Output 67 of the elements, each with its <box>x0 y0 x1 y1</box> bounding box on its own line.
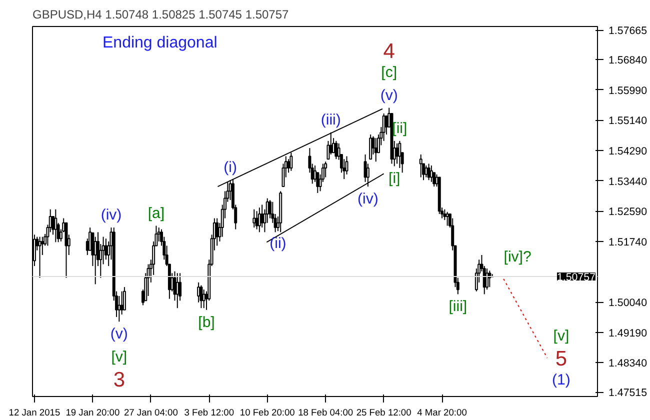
annotation: [a] <box>148 204 165 222</box>
y-tick-label: 1.55990 <box>608 84 648 97</box>
annotation: [ii] <box>392 120 408 137</box>
annotation: [iii] <box>448 298 468 316</box>
y-tick-label: 1.56840 <box>608 54 648 67</box>
x-tick-label: 3 Feb 12:00 <box>184 408 234 418</box>
candlestick <box>427 163 430 181</box>
y-tick-label: 1.51740 <box>608 236 648 248</box>
annotation: [i] <box>388 170 400 188</box>
candlestick <box>382 112 386 142</box>
candlestick <box>122 286 126 310</box>
ref-line-label: 1.50757 <box>556 271 596 284</box>
x-tick-label: 10 Feb 20:00 <box>240 408 295 418</box>
y-tick-label: 1.50040 <box>608 297 648 310</box>
candlestick <box>369 134 372 160</box>
annotation: 5 <box>555 348 568 371</box>
y-tick-label: 1.53440 <box>608 176 648 188</box>
x-tick-label: 19 Jan 20:00 <box>66 408 120 418</box>
candlestick <box>64 222 68 278</box>
annotation: (iii) <box>320 111 341 128</box>
annotation: [c] <box>381 64 398 81</box>
candlestick <box>396 142 399 164</box>
annotation: (i) <box>224 159 237 176</box>
candlestick <box>260 204 264 228</box>
candlestick <box>118 295 121 322</box>
candlestick <box>324 161 328 178</box>
annotation: [v] <box>553 328 570 345</box>
annotation: 3 <box>113 368 126 392</box>
candlestick <box>120 290 124 316</box>
candlestick <box>38 236 42 278</box>
candlestick <box>446 211 449 226</box>
candlestick <box>334 140 338 160</box>
annotation: (iv) <box>100 206 122 224</box>
candlestick <box>200 284 203 309</box>
annotation: (v) <box>110 326 128 343</box>
y-tick-label: 1.49190 <box>608 327 648 340</box>
candlestick <box>374 138 378 162</box>
y-tick-label: 1.48340 <box>608 358 648 370</box>
y-tick-label: 1.54290 <box>608 146 648 158</box>
chart-title: GBPUSD,H4 1.50748 1.50825 1.50745 1.50757 <box>32 8 290 22</box>
x-tick-label: 18 Feb 04:00 <box>298 408 354 418</box>
candlestick <box>157 227 160 242</box>
x-tick-label: 27 Jan 04:00 <box>124 408 178 418</box>
candlestick <box>419 154 422 178</box>
y-tick-label: 1.55140 <box>608 115 648 128</box>
y-tick-label: 1.52590 <box>608 206 648 218</box>
annotation: 4 <box>383 40 396 63</box>
candlestick <box>443 208 446 221</box>
annotation: (v) <box>380 86 398 104</box>
x-tick-label: 25 Feb 12:00 <box>356 408 412 418</box>
candlestick <box>216 218 219 246</box>
candlestick <box>252 208 256 228</box>
candlestick <box>202 289 206 309</box>
candlestick <box>255 210 258 230</box>
annotation: (1) <box>552 372 570 389</box>
y-tick-label: 1.47515 <box>608 387 648 400</box>
x-tick-label: 12 Jan 2015 <box>8 408 60 418</box>
annotation: [v] <box>111 348 128 366</box>
annotation: Ending diagonal <box>102 34 218 52</box>
annotation: (iv) <box>358 190 378 208</box>
candlestick <box>268 200 272 219</box>
annotation: [b] <box>198 314 215 331</box>
annotation: [iv]? <box>504 248 532 266</box>
candlestick <box>290 152 293 172</box>
y-tick-label: 1.57665 <box>608 25 648 38</box>
annotation: (ii) <box>270 235 286 252</box>
x-tick-label: 4 Mar 20:00 <box>417 408 467 418</box>
